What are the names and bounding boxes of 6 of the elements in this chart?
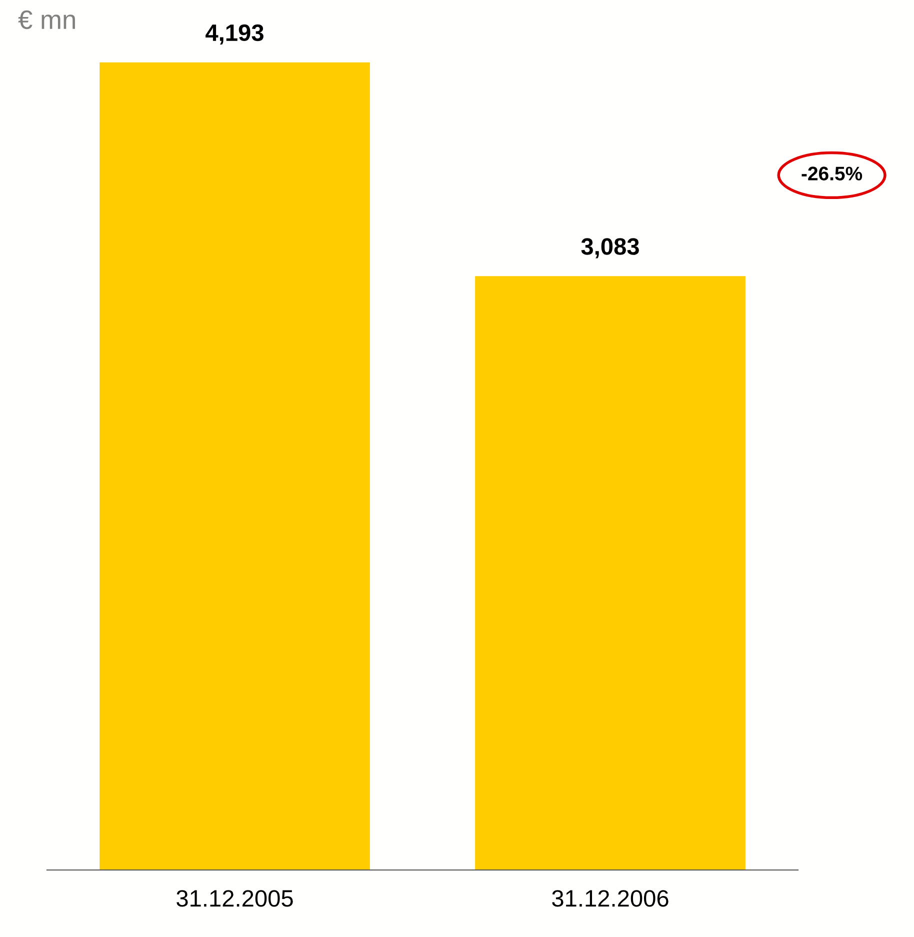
text: -26.5% [802,166,862,180]
data-label: 3,083 [581,238,639,258]
y-axis-title: € mn [18,10,75,30]
x-tick-label: 31.12.2006 [552,890,668,907]
x-tick-label: 31.12.2005 [176,890,293,907]
data-label: 4,193 [206,24,264,44]
